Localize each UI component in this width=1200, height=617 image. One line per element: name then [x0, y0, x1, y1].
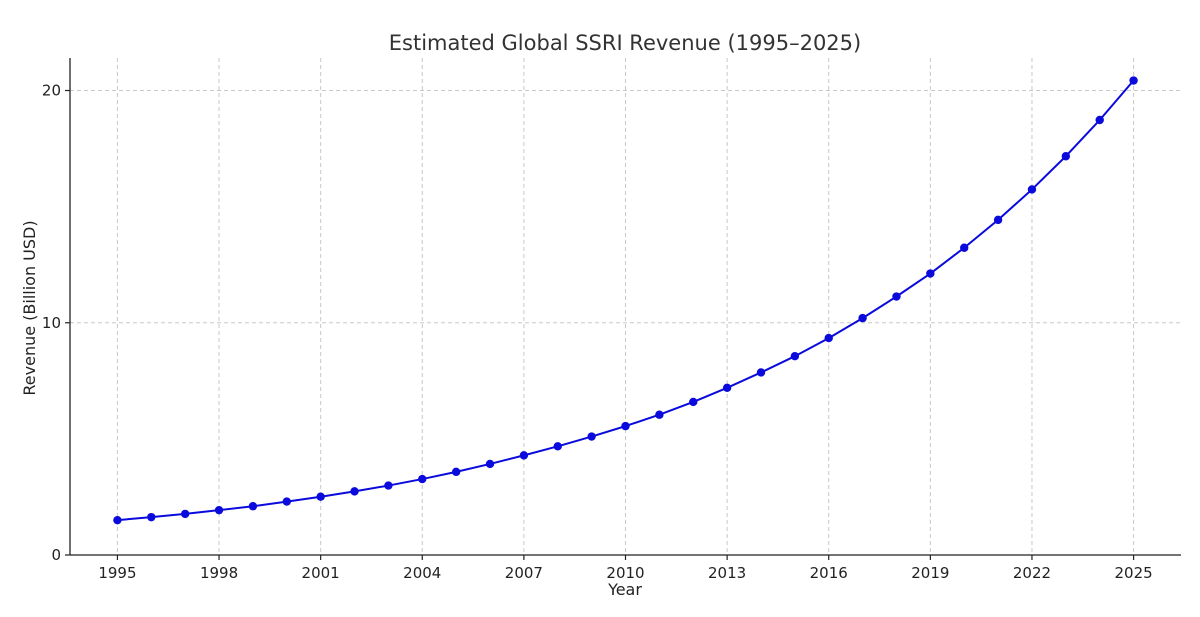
data-point	[519, 451, 529, 460]
data-point	[418, 474, 427, 484]
data-point	[587, 432, 596, 441]
data-point	[960, 243, 969, 252]
x-tick-label: 2019	[911, 564, 949, 582]
x-tick-label: 2007	[505, 564, 543, 582]
data-point	[1027, 185, 1037, 194]
x-tick-label: 2016	[810, 564, 848, 582]
x-axis-label: Year	[607, 580, 642, 599]
data-point	[248, 502, 258, 511]
data-point	[824, 333, 833, 343]
x-tick-label: 2004	[403, 564, 441, 582]
data-point	[926, 269, 935, 278]
y-axis-label: Revenue (Billion USD)	[20, 220, 39, 395]
data-point	[621, 421, 630, 431]
x-tick-label: 2022	[1013, 564, 1051, 582]
data-point	[113, 515, 122, 525]
data-point	[553, 442, 562, 451]
data-point	[384, 481, 393, 490]
data-point	[858, 313, 867, 323]
x-tick-label: 2010	[606, 564, 644, 582]
data-point	[993, 215, 1003, 225]
data-point	[892, 292, 901, 301]
y-tick-label: 10	[42, 314, 61, 332]
chart-title: Estimated Global SSRI Revenue (1995–2025…	[389, 31, 861, 55]
y-tick-label: 20	[42, 82, 61, 100]
data-point	[350, 487, 359, 496]
data-point	[1095, 115, 1104, 125]
data-point	[655, 410, 664, 419]
data-point	[722, 383, 732, 392]
data-point	[485, 459, 495, 469]
x-tick-label: 2025	[1114, 564, 1152, 582]
x-tick-label: 2001	[302, 564, 340, 582]
data-point	[180, 509, 190, 519]
series-line	[117, 79, 1135, 522]
data-point	[214, 505, 224, 515]
grid-lines	[70, 58, 1181, 555]
data-point	[316, 492, 325, 501]
y-axis-ticks: 0 10 20	[42, 82, 70, 564]
x-tick-label: 1995	[98, 564, 136, 582]
data-point	[147, 512, 156, 522]
data-point	[451, 467, 461, 477]
data-point	[689, 397, 698, 407]
x-tick-label: 1998	[200, 564, 238, 582]
data-point	[1061, 152, 1071, 161]
data-point	[282, 497, 291, 506]
data-point	[756, 368, 766, 377]
y-tick-label: 0	[51, 546, 61, 564]
series-revenue	[113, 76, 1138, 525]
x-tick-label: 2013	[708, 564, 746, 582]
data-point	[790, 352, 800, 361]
x-axis-ticks: 1995 1998 2001 2004 2007 2010 2013 2016 2019 2022…	[98, 555, 1153, 582]
data-point	[1129, 76, 1138, 85]
